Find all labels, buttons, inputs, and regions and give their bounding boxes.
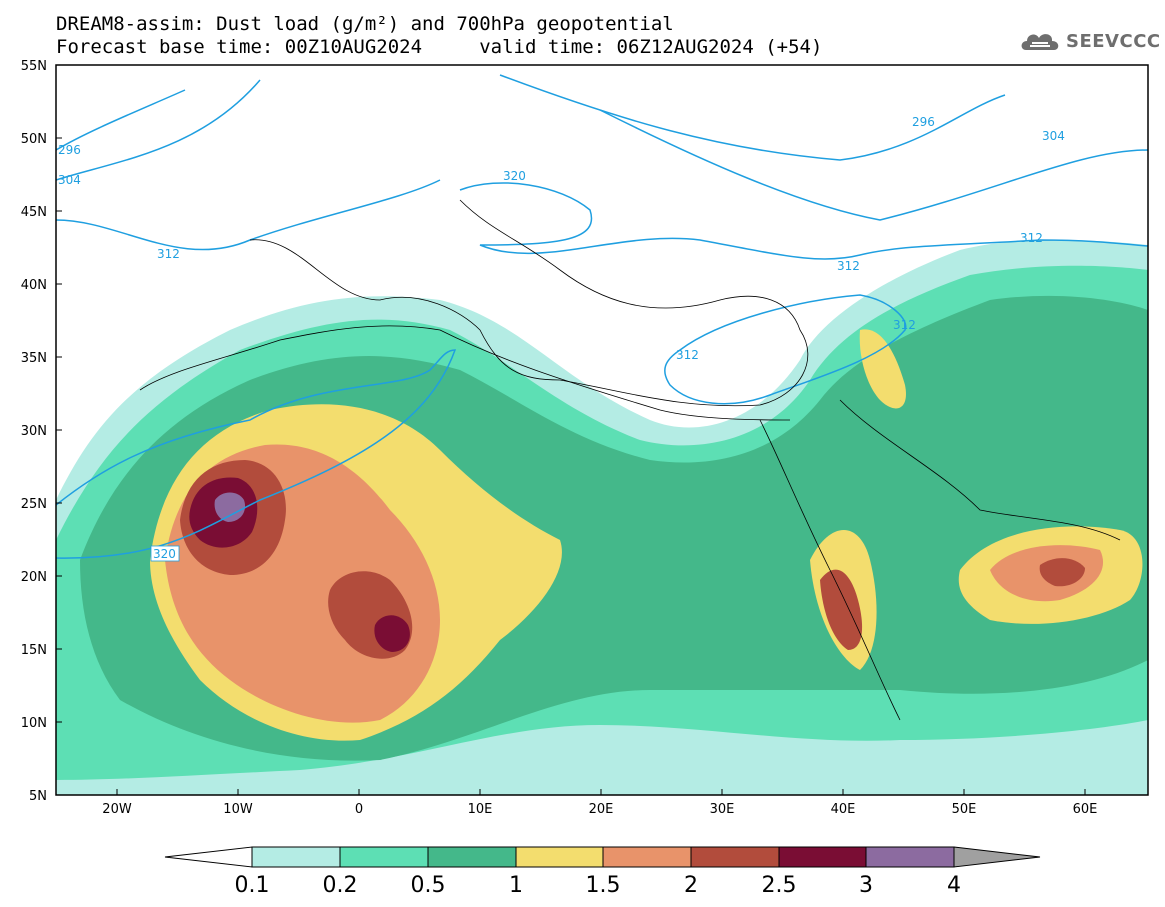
lat-tick-label: 45N bbox=[21, 205, 47, 220]
dust-band-1-iraq bbox=[859, 329, 906, 409]
contour-label-320-north: 320 bbox=[503, 169, 526, 183]
seevccc-logo: SEEVCCC bbox=[1018, 26, 1160, 58]
lat-tick-label: 25N bbox=[21, 497, 47, 512]
lat-tick-label: 55N bbox=[21, 59, 47, 74]
lat-tick-label: 40N bbox=[21, 278, 47, 293]
contour-296-east bbox=[499, 74, 1006, 161]
dust-band-1.5-redsea bbox=[820, 569, 863, 650]
contour-label-312-balkan: 312 bbox=[837, 259, 860, 273]
coastlines bbox=[139, 199, 1121, 721]
colorbar-bin bbox=[515, 846, 604, 868]
map-title: DREAM8-assim: Dust load (g/m²) and 700hP… bbox=[56, 13, 674, 35]
contour-312-east bbox=[459, 182, 1148, 260]
contour-label-320-west: 320 bbox=[153, 547, 176, 561]
lon-tick-label: 60E bbox=[1073, 802, 1098, 817]
lon-tick-label: 0 bbox=[355, 802, 363, 817]
lat-tick-label: 5N bbox=[29, 789, 47, 804]
coast-redsea bbox=[759, 419, 901, 721]
colorbar-label: 2.5 bbox=[762, 873, 797, 898]
lat-tick-label: 30N bbox=[21, 424, 47, 439]
colorbar-bin bbox=[865, 846, 955, 868]
colorbar-label: 1 bbox=[509, 873, 523, 898]
lon-tick-label: 10W bbox=[223, 802, 253, 817]
lat-axis: 55N 50N 45N 40N 35N 30N 25N 20N 15N 10N … bbox=[21, 59, 62, 804]
colorbar-label: 0.2 bbox=[323, 873, 358, 898]
lat-tick-label: 35N bbox=[21, 351, 47, 366]
lat-tick-label: 10N bbox=[21, 716, 47, 731]
colorbar-under-arrow bbox=[164, 846, 253, 868]
contour-label-304-west: 304 bbox=[58, 173, 81, 187]
contour-label-312-west: 312 bbox=[157, 247, 180, 261]
dust-band-2.5-oman bbox=[1039, 558, 1085, 587]
lon-tick-label: 20W bbox=[102, 802, 132, 817]
colorbar-bin bbox=[251, 846, 341, 868]
coast-arabia bbox=[839, 399, 1121, 541]
colorbar-label: 2 bbox=[684, 873, 698, 898]
contour-label-296-west: 296 bbox=[58, 143, 81, 157]
colorbar-label: 1.5 bbox=[586, 873, 621, 898]
colorbar-label: 0.5 bbox=[411, 873, 446, 898]
contour-label-296-east: 296 bbox=[912, 115, 935, 129]
contour-320 bbox=[56, 349, 457, 559]
lon-tick-label: 40E bbox=[831, 802, 856, 817]
colorbar-bin bbox=[602, 846, 692, 868]
colorbar-bin bbox=[690, 846, 780, 868]
cloud-logo-icon bbox=[1021, 34, 1059, 50]
contour-label-312-levant: 312 bbox=[893, 318, 916, 332]
contour-304-west bbox=[56, 79, 261, 181]
contour-312-med bbox=[664, 294, 907, 405]
dust-load-field bbox=[56, 65, 1148, 795]
lat-tick-label: 20N bbox=[21, 570, 47, 585]
lon-tick-label: 10E bbox=[468, 802, 493, 817]
logo-text: SEEVCCC bbox=[1066, 31, 1161, 52]
colorbar: 0.1 0.2 0.5 1 1.5 2 2.5 3 4 bbox=[164, 846, 1041, 898]
colorbar-label: 3 bbox=[859, 873, 873, 898]
coast-europe bbox=[249, 199, 809, 407]
colorbar-label: 0.1 bbox=[235, 873, 270, 898]
contour-label-312-med: 312 bbox=[676, 348, 699, 362]
contour-label-304-east: 304 bbox=[1042, 129, 1065, 143]
coast-africa bbox=[139, 325, 791, 421]
colorbar-bin bbox=[427, 846, 517, 868]
lat-tick-label: 15N bbox=[21, 643, 47, 658]
lon-tick-label: 50E bbox=[952, 802, 977, 817]
lon-tick-label: 30E bbox=[710, 802, 735, 817]
lat-tick-label: 50N bbox=[21, 132, 47, 147]
contour-label-312-east: 312 bbox=[1020, 231, 1043, 245]
lon-tick-label: 20E bbox=[589, 802, 614, 817]
contour-304-east bbox=[599, 109, 1148, 221]
contour-labels: 296 304 320 312 312 312 312 312 296 304 … bbox=[58, 115, 1065, 562]
colorbar-over-arrow bbox=[953, 846, 1041, 868]
contour-296-west bbox=[56, 89, 186, 151]
colorbar-bin bbox=[339, 846, 429, 868]
colorbar-label: 4 bbox=[947, 873, 961, 898]
dust-band-3-east bbox=[374, 615, 410, 652]
lon-axis: 20W 10W 0 10E 20E 30E 40E 50E 60E bbox=[102, 789, 1097, 817]
dust-band-4-west bbox=[214, 492, 246, 522]
colorbar-bin bbox=[778, 846, 867, 868]
forecast-times: Forecast base time: 00Z10AUG2024 valid t… bbox=[56, 36, 823, 58]
